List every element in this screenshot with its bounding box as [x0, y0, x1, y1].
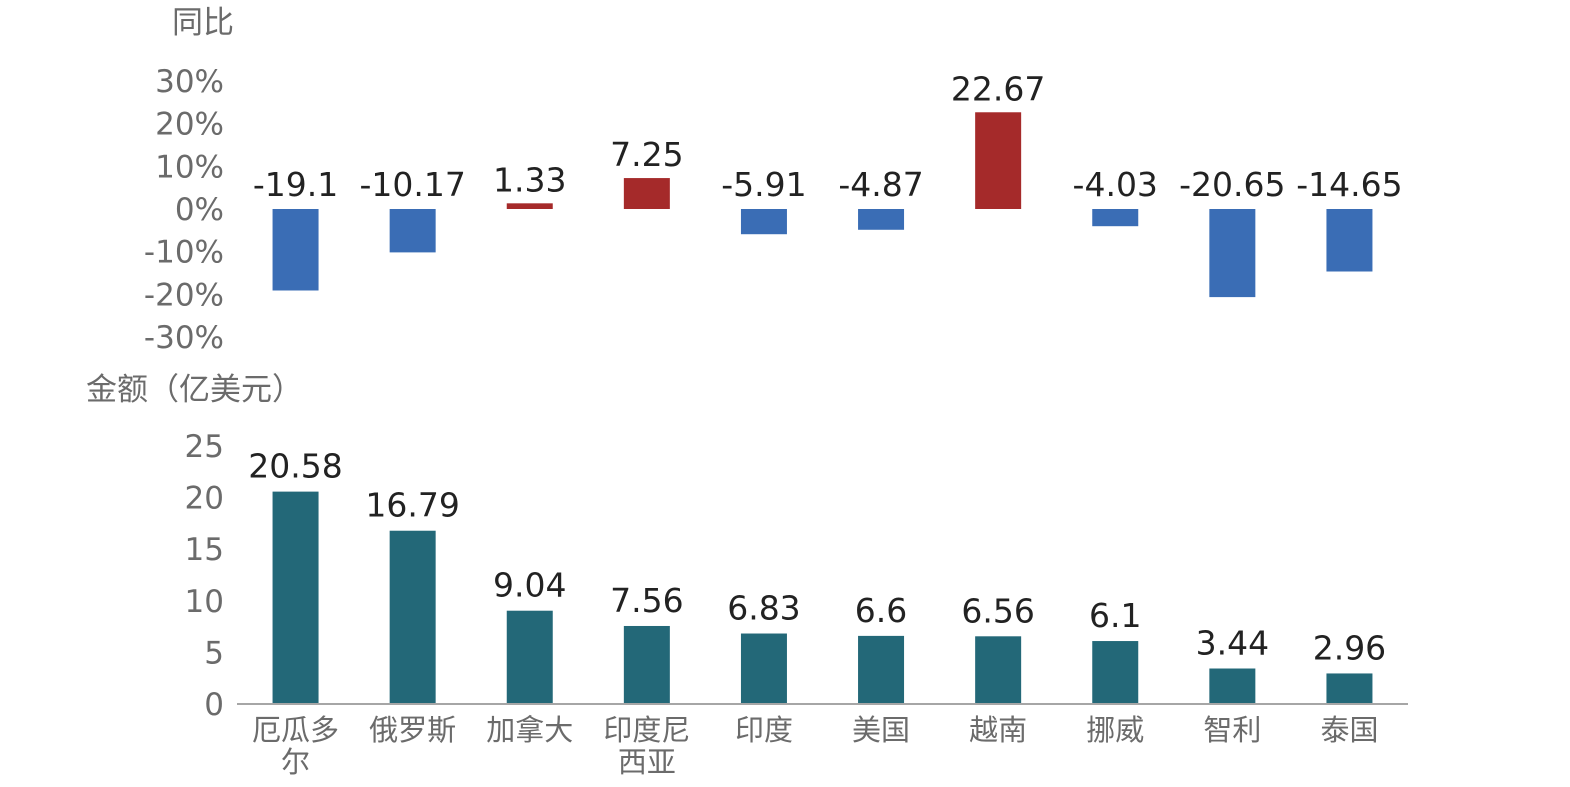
- category-label: 美国: [852, 713, 910, 747]
- yoy-data-label: 1.33: [493, 160, 566, 199]
- amount-y-tick-label: 25: [185, 429, 224, 465]
- yoy-data-label: 22.67: [951, 69, 1045, 108]
- amount-y-tick-label: 0: [204, 687, 224, 723]
- yoy-bar: [1209, 209, 1256, 298]
- yoy-data-label: -4.03: [1073, 165, 1158, 204]
- yoy-data-label: -19.1: [253, 165, 338, 204]
- yoy-y-tick-label: -20%: [144, 277, 224, 313]
- category-label: 厄瓜多尔: [252, 713, 339, 779]
- amount-data-labels: 20.58 16.79 9.04 7.56 6.83 6.6 6.56 6.1 3.44 2.96: [248, 447, 1386, 668]
- yoy-data-labels: -19.1 -10.17 1.337.25-5.91 -4.8722.67-4.03-…: [253, 69, 1403, 204]
- amount-axis-title: 金额（亿美元）: [86, 372, 303, 408]
- yoy-chart: 同比 30% 20% 10% 0% -10% -20% -30% -19.1 -10.17 1.…: [144, 5, 1403, 356]
- amount-data-label: 7.56: [610, 581, 683, 620]
- amount-data-label: 6.83: [727, 589, 800, 628]
- yoy-y-ticks: 30% 20% 10% 0% -10% -20% -30%: [144, 64, 224, 356]
- amount-data-label: 2.96: [1313, 628, 1386, 667]
- category-label: 加拿大: [486, 713, 573, 747]
- yoy-data-label: -10.17: [359, 165, 465, 204]
- amount-data-label: 6.1: [1089, 596, 1141, 635]
- amount-y-tick-label: 20: [185, 481, 224, 517]
- yoy-data-label: -14.65: [1296, 165, 1402, 204]
- category-label: 印度尼西亚: [603, 713, 690, 779]
- yoy-y-tick-label: 20%: [155, 107, 224, 143]
- yoy-bar: [1092, 209, 1139, 227]
- amount-data-label: 6.6: [855, 591, 907, 630]
- yoy-y-tick-label: 10%: [155, 149, 224, 185]
- yoy-bar: [506, 203, 553, 209]
- category-label: 俄罗斯: [369, 713, 456, 747]
- amount-data-label: 20.58: [248, 447, 342, 486]
- amount-y-tick-label: 5: [204, 635, 224, 671]
- yoy-y-tick-label: -10%: [144, 235, 224, 271]
- yoy-y-tick-label: 0%: [175, 192, 224, 228]
- amount-bar: [623, 625, 670, 704]
- yoy-axis-title: 同比: [172, 5, 234, 41]
- yoy-bars: [272, 112, 1373, 298]
- yoy-bar: [975, 112, 1022, 209]
- category-label: 挪威: [1086, 713, 1144, 747]
- yoy-bar: [858, 209, 905, 230]
- yoy-data-label: -4.87: [838, 165, 923, 204]
- amount-bar: [1209, 668, 1256, 704]
- category-label: 越南: [969, 713, 1027, 747]
- amount-y-tick-label: 10: [185, 584, 224, 620]
- amount-bar: [272, 491, 319, 704]
- amount-data-label: 3.44: [1196, 623, 1269, 662]
- amount-data-label: 16.79: [365, 486, 459, 525]
- yoy-y-tick-label: 30%: [155, 64, 224, 100]
- amount-bars: [272, 491, 1373, 704]
- category-label: 泰国: [1320, 713, 1378, 747]
- yoy-data-label: 7.25: [610, 135, 683, 174]
- amount-y-ticks: 25 20 15 10 5 0: [185, 429, 224, 723]
- yoy-bar: [1326, 209, 1373, 272]
- amount-bar: [506, 610, 553, 704]
- category-label: 印度: [735, 713, 793, 747]
- amount-bar: [389, 530, 436, 704]
- yoy-data-label: -5.91: [721, 165, 806, 204]
- yoy-bar: [272, 209, 319, 291]
- amount-y-tick-label: 15: [185, 532, 224, 568]
- yoy-y-tick-label: -30%: [144, 320, 224, 356]
- yoy-bar: [389, 209, 436, 253]
- amount-bar: [1092, 641, 1139, 704]
- amount-bar: [1326, 673, 1373, 704]
- yoy-bar: [623, 178, 670, 209]
- category-label: 智利: [1203, 713, 1261, 747]
- amount-bar: [858, 635, 905, 704]
- yoy-data-label: -20.65: [1179, 165, 1285, 204]
- amount-data-label: 9.04: [493, 566, 566, 605]
- amount-data-label: 6.56: [961, 591, 1034, 630]
- amount-chart: 金额（亿美元） 25 20 15 10 5 0 20.58 16.79 9.04 7.56 6.8…: [86, 372, 1408, 779]
- yoy-bar: [740, 209, 787, 235]
- amount-bar: [740, 633, 787, 704]
- amount-bar: [975, 636, 1022, 704]
